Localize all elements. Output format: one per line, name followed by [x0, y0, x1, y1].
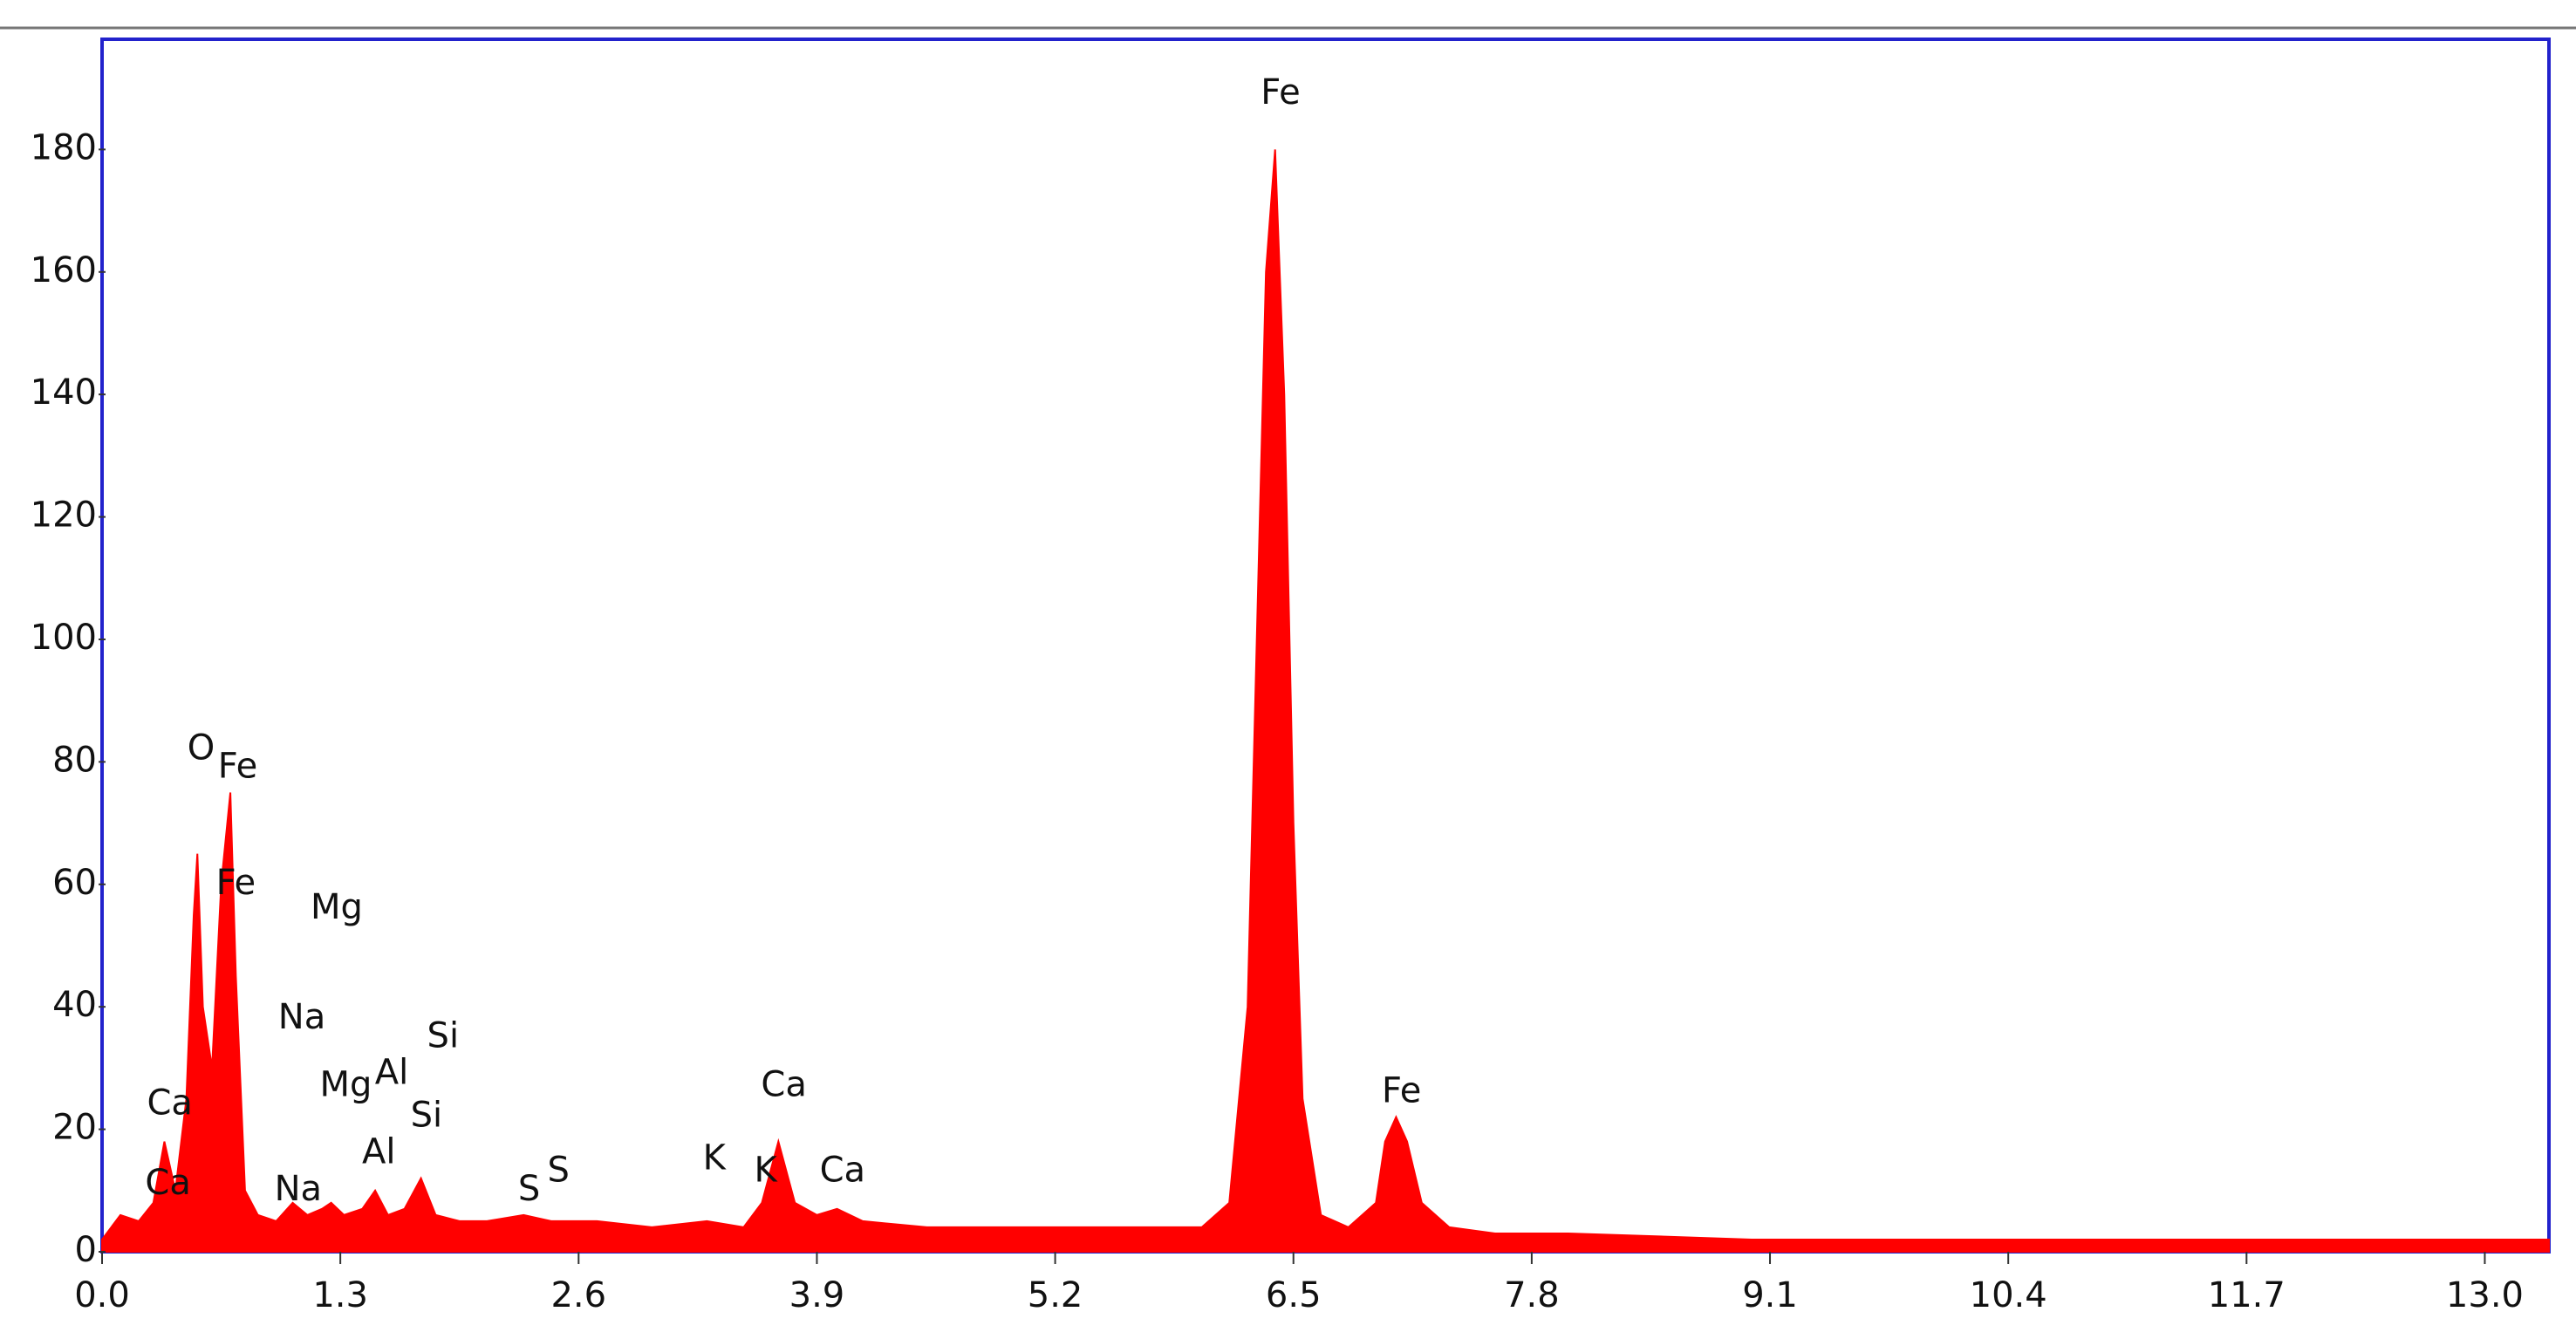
y-tick-label: 180 [31, 127, 97, 167]
y-tick-label: 140 [31, 372, 97, 413]
x-tick-label: 0.0 [74, 1275, 130, 1315]
y-tick-label: 160 [31, 250, 97, 290]
peak-label: Mg [319, 1064, 372, 1104]
peak-label: S [518, 1169, 540, 1209]
x-tick-label: 1.3 [312, 1275, 368, 1315]
peak-label: Fe [216, 863, 256, 903]
peak-label: Mg [311, 887, 363, 927]
y-tick-label: 40 [52, 985, 97, 1025]
y-tick-label: 100 [31, 618, 97, 658]
peak-label: Al [375, 1052, 408, 1092]
peak-label: Fe [218, 746, 257, 786]
peak-label: Fe [1382, 1070, 1421, 1110]
y-tick-label: 20 [52, 1108, 97, 1148]
peak-label: Si [427, 1015, 460, 1055]
peak-label: Na [278, 997, 325, 1037]
x-tick-label: 5.2 [1028, 1275, 1083, 1315]
peak-label: Na [275, 1169, 322, 1209]
x-tick-label: 9.1 [1742, 1275, 1798, 1315]
spectrum-area [101, 149, 2550, 1253]
peak-label: Si [411, 1096, 443, 1136]
peak-label: Ca [761, 1064, 806, 1104]
x-tick-label: 13.0 [2446, 1275, 2524, 1315]
peak-label: Ca [820, 1151, 865, 1191]
y-tick-label: 120 [31, 495, 97, 536]
peak-label: K [754, 1151, 778, 1191]
y-tick-label: 0 [75, 1230, 97, 1270]
peak-label: S [547, 1151, 569, 1191]
peak-label: Fe [1261, 72, 1300, 113]
x-tick-label: 7.8 [1504, 1275, 1560, 1315]
x-tick-label: 3.9 [789, 1275, 845, 1315]
peak-label: K [703, 1138, 728, 1178]
plot-frame [100, 38, 2551, 1254]
x-tick-label: 2.6 [550, 1275, 606, 1315]
peak-label: Al [362, 1132, 395, 1172]
x-tick-label: 6.5 [1266, 1275, 1322, 1315]
peak-label: Ca [147, 1083, 193, 1124]
peak-label: O [188, 728, 215, 768]
x-tick-label: 10.4 [1970, 1275, 2047, 1315]
x-tick-label: 11.7 [2208, 1275, 2286, 1315]
y-tick-label: 60 [52, 863, 97, 903]
peak-label: Ca [145, 1163, 190, 1203]
y-tick-label: 80 [52, 740, 97, 780]
